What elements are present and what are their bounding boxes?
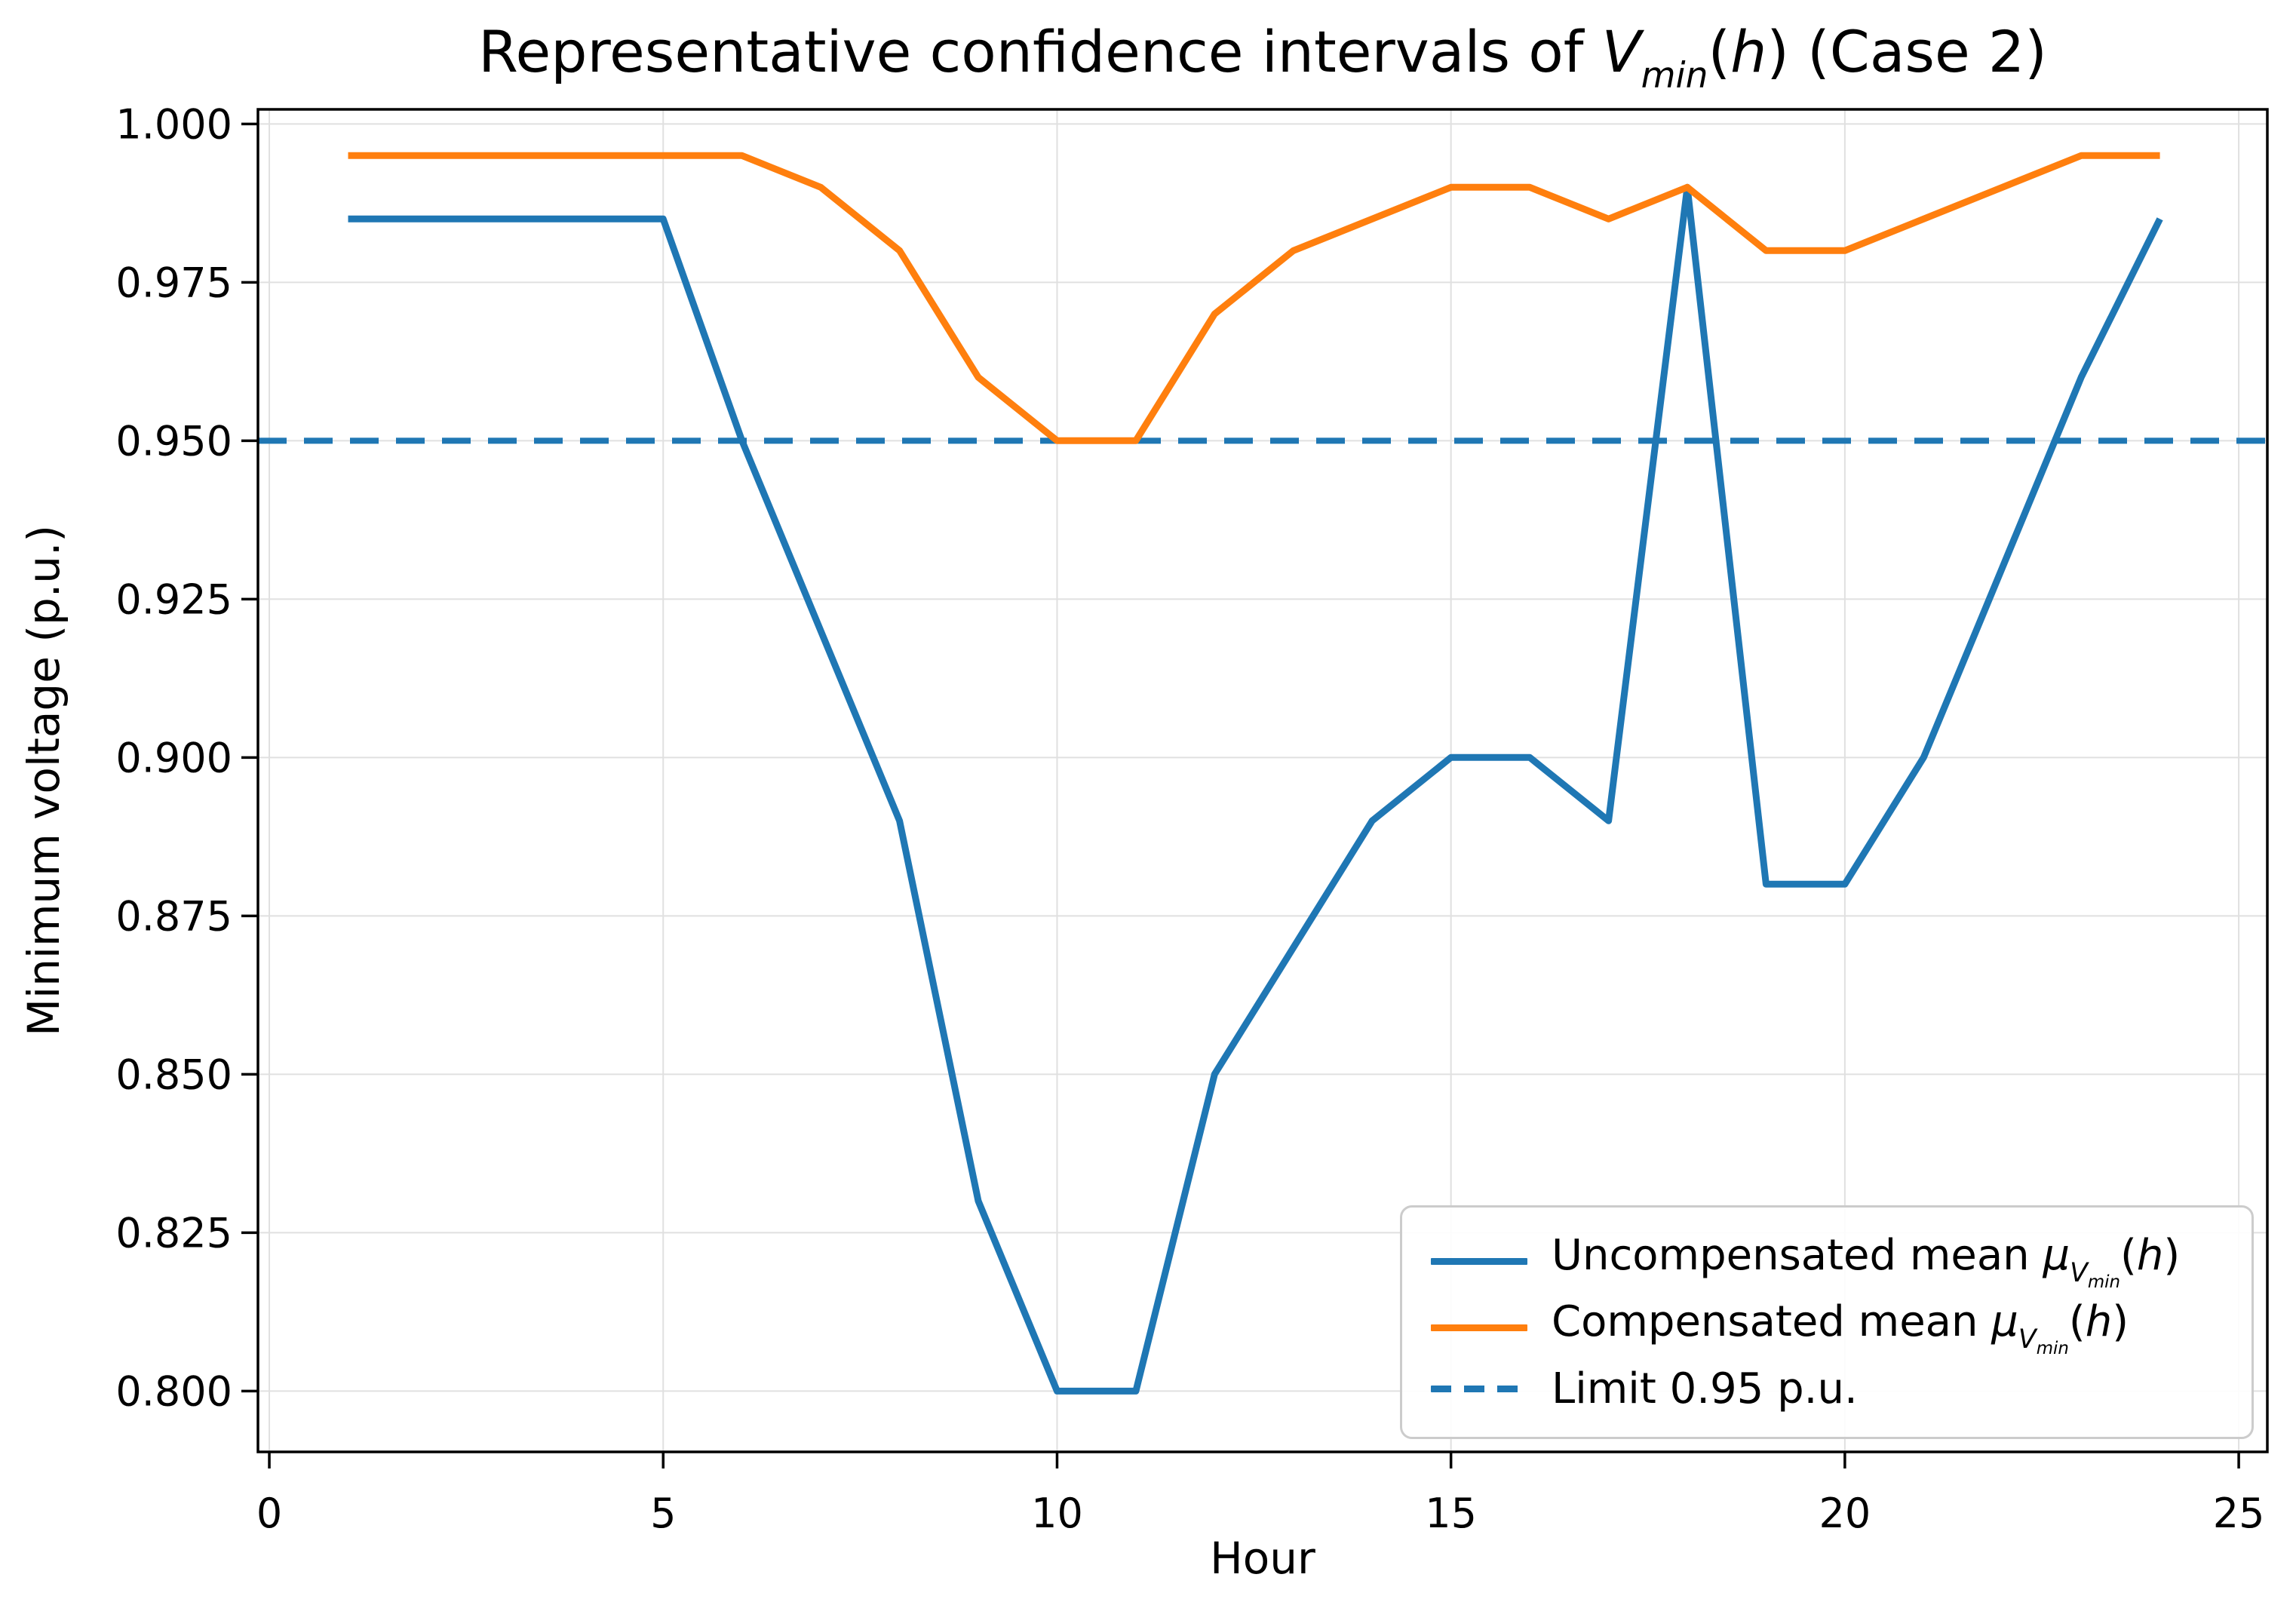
x-tick-label: 20 (1819, 1490, 1871, 1537)
x-tick-label: 5 (650, 1490, 676, 1537)
x-tick-label: 15 (1425, 1490, 1477, 1537)
y-tick-label: 0.875 (115, 892, 232, 940)
y-tick-label: 0.825 (115, 1209, 232, 1257)
legend-label-compensated: Compensated mean μVmin(h) (1552, 1297, 2129, 1359)
axes-spines (256, 108, 2269, 1453)
legend-label-limit: Limit 0.95 p.u. (1552, 1364, 1858, 1413)
legend-item-limit: Limit 0.95 p.u. (1431, 1364, 2223, 1414)
legend-line-sample-uncompensated (1431, 1258, 1527, 1266)
y-tick-label: 0.925 (115, 575, 232, 623)
x-tick-label: 10 (1031, 1490, 1083, 1537)
y-tick-label: 1.000 (115, 100, 232, 148)
y-axis-label: Minimum voltage (p.u.) (18, 524, 69, 1037)
series-line-compensated (348, 152, 2160, 444)
chart-title: Representative confidence intervals of V… (478, 18, 2047, 97)
series-line-uncompensated (348, 183, 2163, 1395)
legend-label-uncompensated: Uncompensated mean μVmin(h) (1552, 1231, 2181, 1292)
y-tick-label: 0.800 (115, 1367, 232, 1415)
y-tick-label: 0.975 (115, 259, 232, 306)
legend-line-sample-compensated (1431, 1324, 1527, 1332)
x-tick-label: 0 (256, 1490, 282, 1537)
y-tick-label: 0.950 (115, 417, 232, 465)
x-axis-label: Hour (1210, 1533, 1315, 1584)
legend: Uncompensated mean μVmin(h) Compensated … (1400, 1205, 2254, 1439)
legend-line-sample-limit (1431, 1385, 1527, 1392)
y-tick-label: 0.900 (115, 734, 232, 781)
y-tick-label: 0.850 (115, 1051, 232, 1098)
legend-item-compensated: Compensated mean μVmin(h) (1431, 1297, 2223, 1359)
legend-item-uncompensated: Uncompensated mean μVmin(h) (1431, 1230, 2223, 1293)
x-tick-label: 25 (2213, 1490, 2265, 1537)
